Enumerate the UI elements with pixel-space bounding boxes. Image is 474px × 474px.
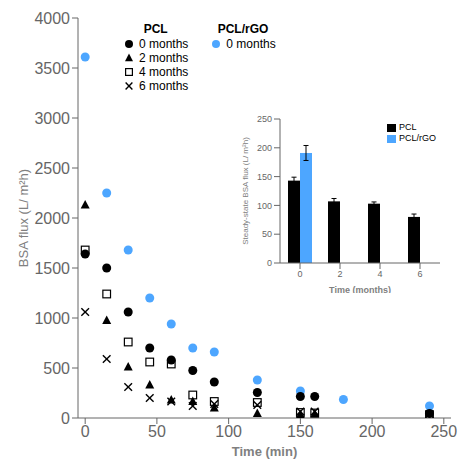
svg-text:250: 250 (257, 114, 272, 124)
svg-text:50: 50 (262, 229, 272, 239)
svg-text:0: 0 (81, 423, 90, 440)
svg-text:3500: 3500 (34, 60, 70, 77)
svg-text:200: 200 (359, 423, 386, 440)
html-text:PCL: PCL (399, 122, 417, 132)
html-text:0 months: 0 months (226, 37, 276, 51)
html-text:PCL/rGO: PCL/rGO (399, 133, 436, 143)
svg-text:50: 50 (148, 423, 166, 440)
html-text:0 months: 0 months (139, 37, 189, 51)
svg-text:1000: 1000 (34, 310, 70, 327)
svg-text:Time (min): Time (min) (232, 444, 298, 459)
html-text:6 months: 6 months (139, 79, 189, 93)
html-text:PCL/rGO: PCL/rGO (217, 22, 269, 36)
svg-text:200: 200 (257, 143, 272, 153)
svg-text:100: 100 (257, 201, 272, 211)
svg-text:150: 150 (287, 423, 314, 440)
svg-text:2000: 2000 (34, 210, 70, 227)
svg-text:100: 100 (215, 423, 242, 440)
svg-text:2: 2 (337, 269, 342, 279)
svg-text:1500: 1500 (34, 260, 70, 277)
svg-text:250: 250 (430, 423, 457, 440)
svg-text:6: 6 (417, 269, 422, 279)
svg-text:0: 0 (267, 258, 272, 268)
svg-text:2500: 2500 (34, 160, 70, 177)
svg-text:3000: 3000 (34, 110, 70, 127)
svg-text:0: 0 (297, 269, 302, 279)
html-text:2 months: 2 months (139, 51, 189, 65)
svg-text:4000: 4000 (34, 10, 70, 27)
svg-text:150: 150 (257, 172, 272, 182)
html-text:4 months: 4 months (139, 65, 189, 79)
svg-text:500: 500 (43, 360, 70, 377)
svg-text:BSA flux (L/ m²h): BSA flux (L/ m²h) (16, 169, 31, 267)
html-text:PCL: PCL (143, 22, 168, 36)
svg-text:0: 0 (61, 410, 70, 427)
svg-text:Steady-state BSA flux (L/ m²h): Steady-state BSA flux (L/ m²h) (241, 137, 250, 245)
svg-text:4: 4 (377, 269, 382, 279)
svg-text:Time (months): Time (months) (329, 285, 391, 293)
